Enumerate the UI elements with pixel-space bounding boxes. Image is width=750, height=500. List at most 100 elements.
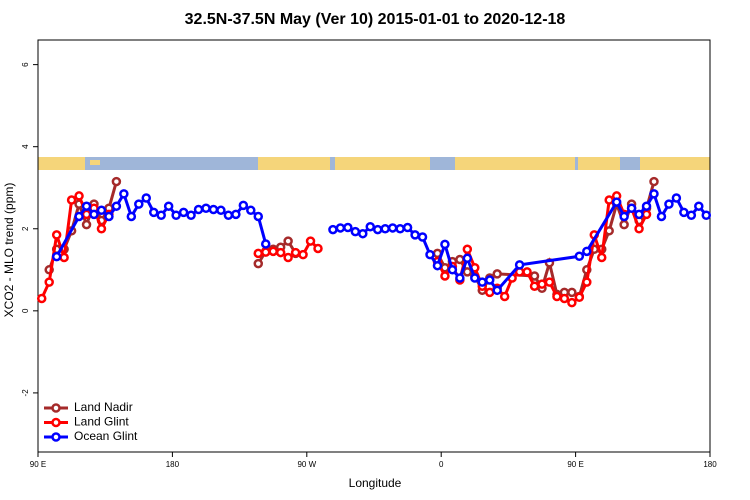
data-point — [634, 224, 644, 234]
data-point — [641, 209, 652, 220]
data-point — [552, 291, 562, 302]
data-point — [664, 199, 674, 209]
data-point — [201, 203, 211, 213]
data-point — [529, 271, 540, 281]
data-point — [290, 247, 301, 258]
data-point — [611, 197, 622, 207]
data-point — [171, 210, 181, 220]
data-point — [410, 230, 420, 240]
data-point — [119, 189, 129, 199]
data-point — [74, 191, 84, 201]
land-band — [640, 157, 710, 170]
data-point — [343, 222, 353, 233]
data-point — [51, 251, 62, 262]
legend-label: Land Nadir — [74, 400, 133, 414]
data-point — [455, 273, 465, 283]
series-line — [47, 181, 656, 299]
data-point — [335, 223, 346, 233]
data-point — [447, 265, 458, 275]
plot-frame — [37, 39, 711, 453]
legend-marker — [51, 417, 61, 428]
y-tick-label: 0 — [21, 308, 30, 313]
data-point — [231, 209, 241, 220]
data-point — [260, 239, 271, 249]
data-point — [89, 209, 99, 220]
y-tick-label: 6 — [21, 62, 30, 67]
data-point — [649, 189, 659, 199]
data-point — [455, 254, 465, 265]
data-point — [253, 211, 264, 222]
data-point — [305, 236, 316, 246]
data-point — [253, 258, 264, 269]
data-point — [694, 201, 704, 211]
data-point — [656, 211, 667, 222]
land-band — [455, 157, 575, 170]
data-point — [492, 269, 502, 279]
x-tick-label: 90 E — [567, 460, 583, 469]
data-point — [440, 239, 450, 250]
data-point — [283, 236, 293, 246]
data-point — [701, 210, 712, 220]
data-point — [604, 195, 614, 205]
data-point — [253, 248, 264, 259]
data-point — [163, 201, 174, 211]
legend-marker — [51, 403, 61, 413]
data-point — [298, 249, 308, 260]
data-point — [582, 277, 592, 287]
data-point — [395, 224, 405, 234]
data-point — [96, 224, 107, 234]
chart-title: 32.5N-37.5N May (Ver 10) 2015-01-01 to 2… — [185, 11, 566, 28]
data-point — [537, 279, 547, 289]
data-point — [402, 222, 413, 233]
data-point — [380, 224, 390, 234]
x-axis-label: Longitude — [349, 476, 402, 490]
data-point — [440, 271, 450, 281]
map-strip — [38, 157, 710, 170]
data-point — [104, 211, 114, 222]
x-tick-label: 90 E — [30, 460, 46, 469]
data-point — [522, 267, 532, 277]
data-point — [619, 219, 629, 230]
data-point — [499, 291, 510, 302]
data-point — [372, 224, 383, 235]
data-point — [559, 293, 570, 304]
data-point — [186, 210, 196, 220]
data-point — [679, 207, 689, 218]
data-point — [484, 287, 495, 298]
data-point — [477, 277, 488, 287]
data-point — [462, 253, 473, 264]
data-point — [246, 205, 256, 216]
data-point — [470, 273, 480, 283]
data-point — [365, 221, 376, 232]
x-tick-label: 0 — [439, 460, 444, 469]
data-point — [81, 201, 92, 211]
data-point — [223, 210, 234, 220]
data-point — [36, 293, 47, 304]
data-point — [567, 297, 577, 308]
data-point — [313, 243, 323, 254]
data-point — [216, 205, 226, 216]
land-band — [38, 157, 85, 170]
data-point — [148, 207, 159, 218]
data-point — [328, 224, 338, 235]
data-point — [283, 252, 293, 263]
data-point — [529, 281, 540, 291]
data-point — [44, 277, 54, 287]
y-tick-label: 4 — [21, 144, 30, 149]
land-band — [90, 160, 100, 165]
legend-label: Ocean Glint — [74, 429, 138, 443]
x-tick-label: 90 W — [297, 460, 316, 469]
data-point — [260, 247, 271, 257]
data-point — [544, 277, 555, 287]
y-axis-label: XCO2 - MLO trend (ppm) — [2, 183, 16, 318]
land-band — [335, 157, 430, 170]
data-point — [574, 251, 585, 262]
data-point — [59, 252, 69, 263]
data-point — [111, 176, 122, 187]
data-point — [649, 176, 659, 187]
data-point — [275, 247, 286, 258]
data-point — [156, 210, 166, 220]
data-point — [417, 232, 428, 242]
data-point — [134, 199, 144, 209]
